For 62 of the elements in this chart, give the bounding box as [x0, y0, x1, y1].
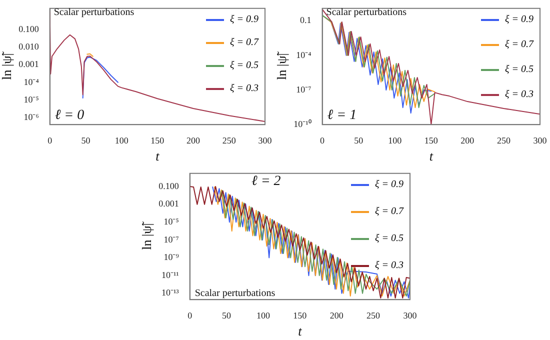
- y-tick-label: 10⁻⁵: [24, 94, 39, 104]
- x-tick-label: 100: [388, 135, 402, 146]
- legend-label: ξ = 0.7: [505, 39, 534, 50]
- y-axis-title: ln |ψ̃|: [139, 220, 154, 250]
- x-tick-label: 100: [256, 310, 270, 320]
- legend-label: ξ = 0.9: [505, 14, 534, 26]
- y-tick-label: 10⁻¹³: [161, 288, 180, 298]
- x-tick-label: 50: [354, 135, 364, 146]
- annotation: Scalar perturbations: [326, 7, 407, 18]
- legend-label: ξ = 0.3: [375, 260, 404, 272]
- y-tick-label: 10⁻¹¹: [161, 270, 180, 280]
- y-tick-label: 10⁻⁷: [164, 234, 179, 244]
- x-tick-label: 200: [460, 135, 475, 146]
- legend-label: ξ = 0.7: [375, 206, 404, 218]
- y-axis-title: ln |ψ̃|: [274, 50, 290, 80]
- y-tick-label: 0.010: [18, 42, 40, 52]
- x-tick-label: 200: [186, 135, 201, 146]
- x-tick-label: 250: [222, 135, 236, 146]
- x-tick-label: 50: [81, 135, 91, 146]
- x-tick-label: 250: [496, 135, 511, 146]
- x-axis-title: t: [156, 148, 160, 164]
- x-tick-label: 300: [533, 135, 548, 146]
- x-tick-label: 150: [150, 135, 165, 146]
- annotation: ℓ = 1: [327, 108, 357, 124]
- x-tick-label: 150: [424, 135, 438, 146]
- legend-label: ξ = 0.7: [230, 37, 259, 48]
- y-tick-label: 10⁻⁴: [296, 50, 312, 60]
- x-tick-label: 0: [188, 310, 193, 320]
- y-tick-label: 0.1: [300, 15, 312, 26]
- annotation: Scalar perturbations: [54, 7, 134, 18]
- x-tick-label: 300: [258, 135, 272, 146]
- y-tick-label: 10⁻⁶: [24, 112, 39, 122]
- y-tick-label: 0.100: [18, 24, 40, 34]
- y-axis-title: ln |ψ̃|: [0, 50, 14, 80]
- y-tick-label: 10⁻⁵: [164, 216, 179, 227]
- annotation: ℓ = 2: [251, 174, 281, 190]
- legend-label: ξ = 0.9: [375, 179, 404, 190]
- y-tick-label: 0.001: [158, 198, 179, 209]
- legend-label: ξ = 0.9: [230, 14, 259, 26]
- x-tick-label: 300: [403, 310, 418, 320]
- x-tick-label: 200: [330, 310, 344, 320]
- legend-label: ξ = 0.3: [505, 89, 534, 100]
- y-tick-label: 10⁻⁴: [24, 76, 39, 87]
- x-axis-title: t: [429, 148, 434, 164]
- x-tick-label: 50: [222, 310, 232, 320]
- x-tick-label: 0: [48, 135, 53, 146]
- y-tick-label: 10⁻⁷: [296, 84, 312, 94]
- x-axis-title: t: [298, 324, 302, 339]
- legend-label: ξ = 0.5: [230, 60, 259, 72]
- legend-label: ξ = 0.5: [375, 233, 404, 244]
- x-tick-label: 100: [114, 135, 129, 146]
- y-tick-label: 0.100: [158, 180, 180, 191]
- x-tick-label: 250: [366, 310, 381, 320]
- annotation: ℓ = 0: [54, 108, 84, 124]
- x-tick-label: 0: [320, 135, 326, 146]
- y-tick-label: 10⁻¹⁰: [294, 118, 312, 129]
- x-tick-label: 150: [293, 310, 308, 320]
- annotation: Scalar perturbations: [194, 288, 276, 299]
- legend-label: ξ = 0.3: [230, 83, 259, 94]
- legend-label: ξ = 0.5: [505, 64, 534, 76]
- y-tick-label: 0.001: [18, 59, 39, 70]
- y-tick-label: 10⁻⁹: [164, 252, 179, 262]
